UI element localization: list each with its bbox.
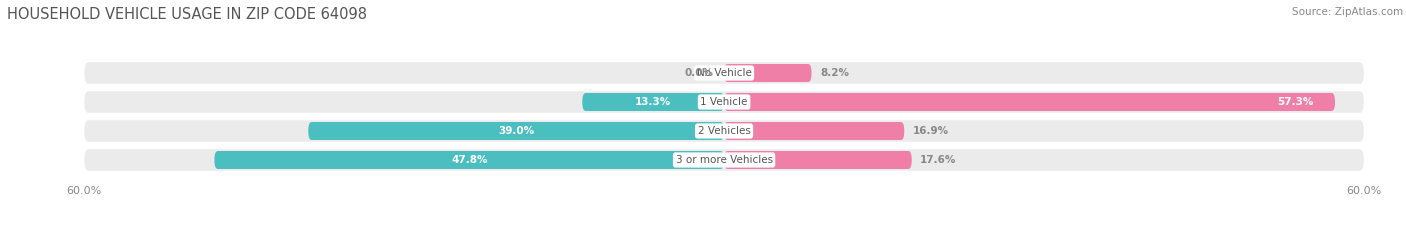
Text: 39.0%: 39.0% [498, 126, 534, 136]
Text: Source: ZipAtlas.com: Source: ZipAtlas.com [1292, 7, 1403, 17]
Text: 16.9%: 16.9% [912, 126, 949, 136]
FancyBboxPatch shape [724, 93, 1336, 111]
Text: 3 or more Vehicles: 3 or more Vehicles [675, 155, 773, 165]
Text: 57.3%: 57.3% [1277, 97, 1313, 107]
Text: No Vehicle: No Vehicle [696, 68, 752, 78]
FancyBboxPatch shape [724, 151, 911, 169]
FancyBboxPatch shape [84, 91, 1364, 113]
FancyBboxPatch shape [308, 122, 724, 140]
FancyBboxPatch shape [84, 62, 1364, 84]
Text: 17.6%: 17.6% [921, 155, 956, 165]
Text: 47.8%: 47.8% [451, 155, 488, 165]
Text: 0.0%: 0.0% [685, 68, 713, 78]
FancyBboxPatch shape [724, 64, 811, 82]
FancyBboxPatch shape [215, 151, 724, 169]
Text: 1 Vehicle: 1 Vehicle [700, 97, 748, 107]
FancyBboxPatch shape [724, 122, 904, 140]
FancyBboxPatch shape [84, 120, 1364, 142]
FancyBboxPatch shape [84, 149, 1364, 171]
FancyBboxPatch shape [582, 93, 724, 111]
Text: HOUSEHOLD VEHICLE USAGE IN ZIP CODE 64098: HOUSEHOLD VEHICLE USAGE IN ZIP CODE 6409… [7, 7, 367, 22]
Text: 13.3%: 13.3% [636, 97, 671, 107]
Text: 8.2%: 8.2% [820, 68, 849, 78]
Text: 2 Vehicles: 2 Vehicles [697, 126, 751, 136]
